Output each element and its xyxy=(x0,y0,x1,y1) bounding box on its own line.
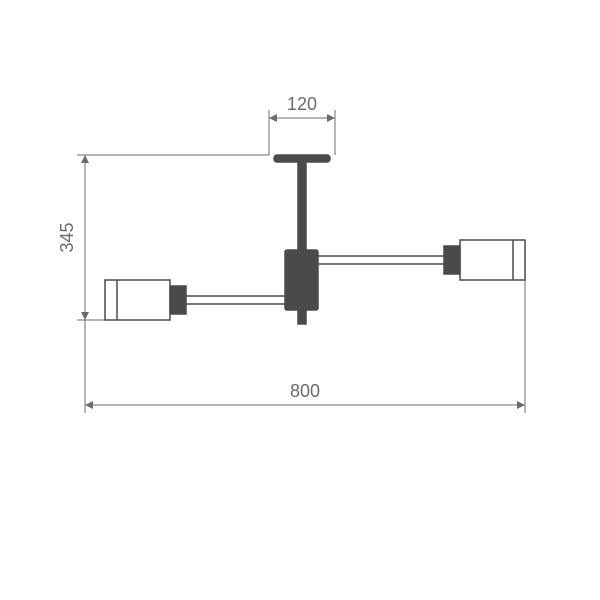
arrowhead xyxy=(517,401,525,409)
arrowhead xyxy=(81,155,89,163)
arrowhead xyxy=(269,114,277,122)
arrowhead xyxy=(81,312,89,320)
hub xyxy=(285,250,318,310)
left-collar xyxy=(170,286,186,314)
left-shade xyxy=(105,280,170,320)
technical-drawing: 800 345 120 xyxy=(0,0,600,600)
arrowhead xyxy=(327,114,335,122)
dim-label-height: 345 xyxy=(57,222,77,252)
stem xyxy=(298,162,306,250)
dim-label-top: 120 xyxy=(287,94,317,114)
right-collar xyxy=(444,246,460,274)
dim-label-width: 800 xyxy=(290,381,320,401)
right-shade xyxy=(460,240,525,280)
arrowhead xyxy=(85,401,93,409)
hub-nub xyxy=(298,310,306,324)
ceiling-plate xyxy=(274,155,330,162)
